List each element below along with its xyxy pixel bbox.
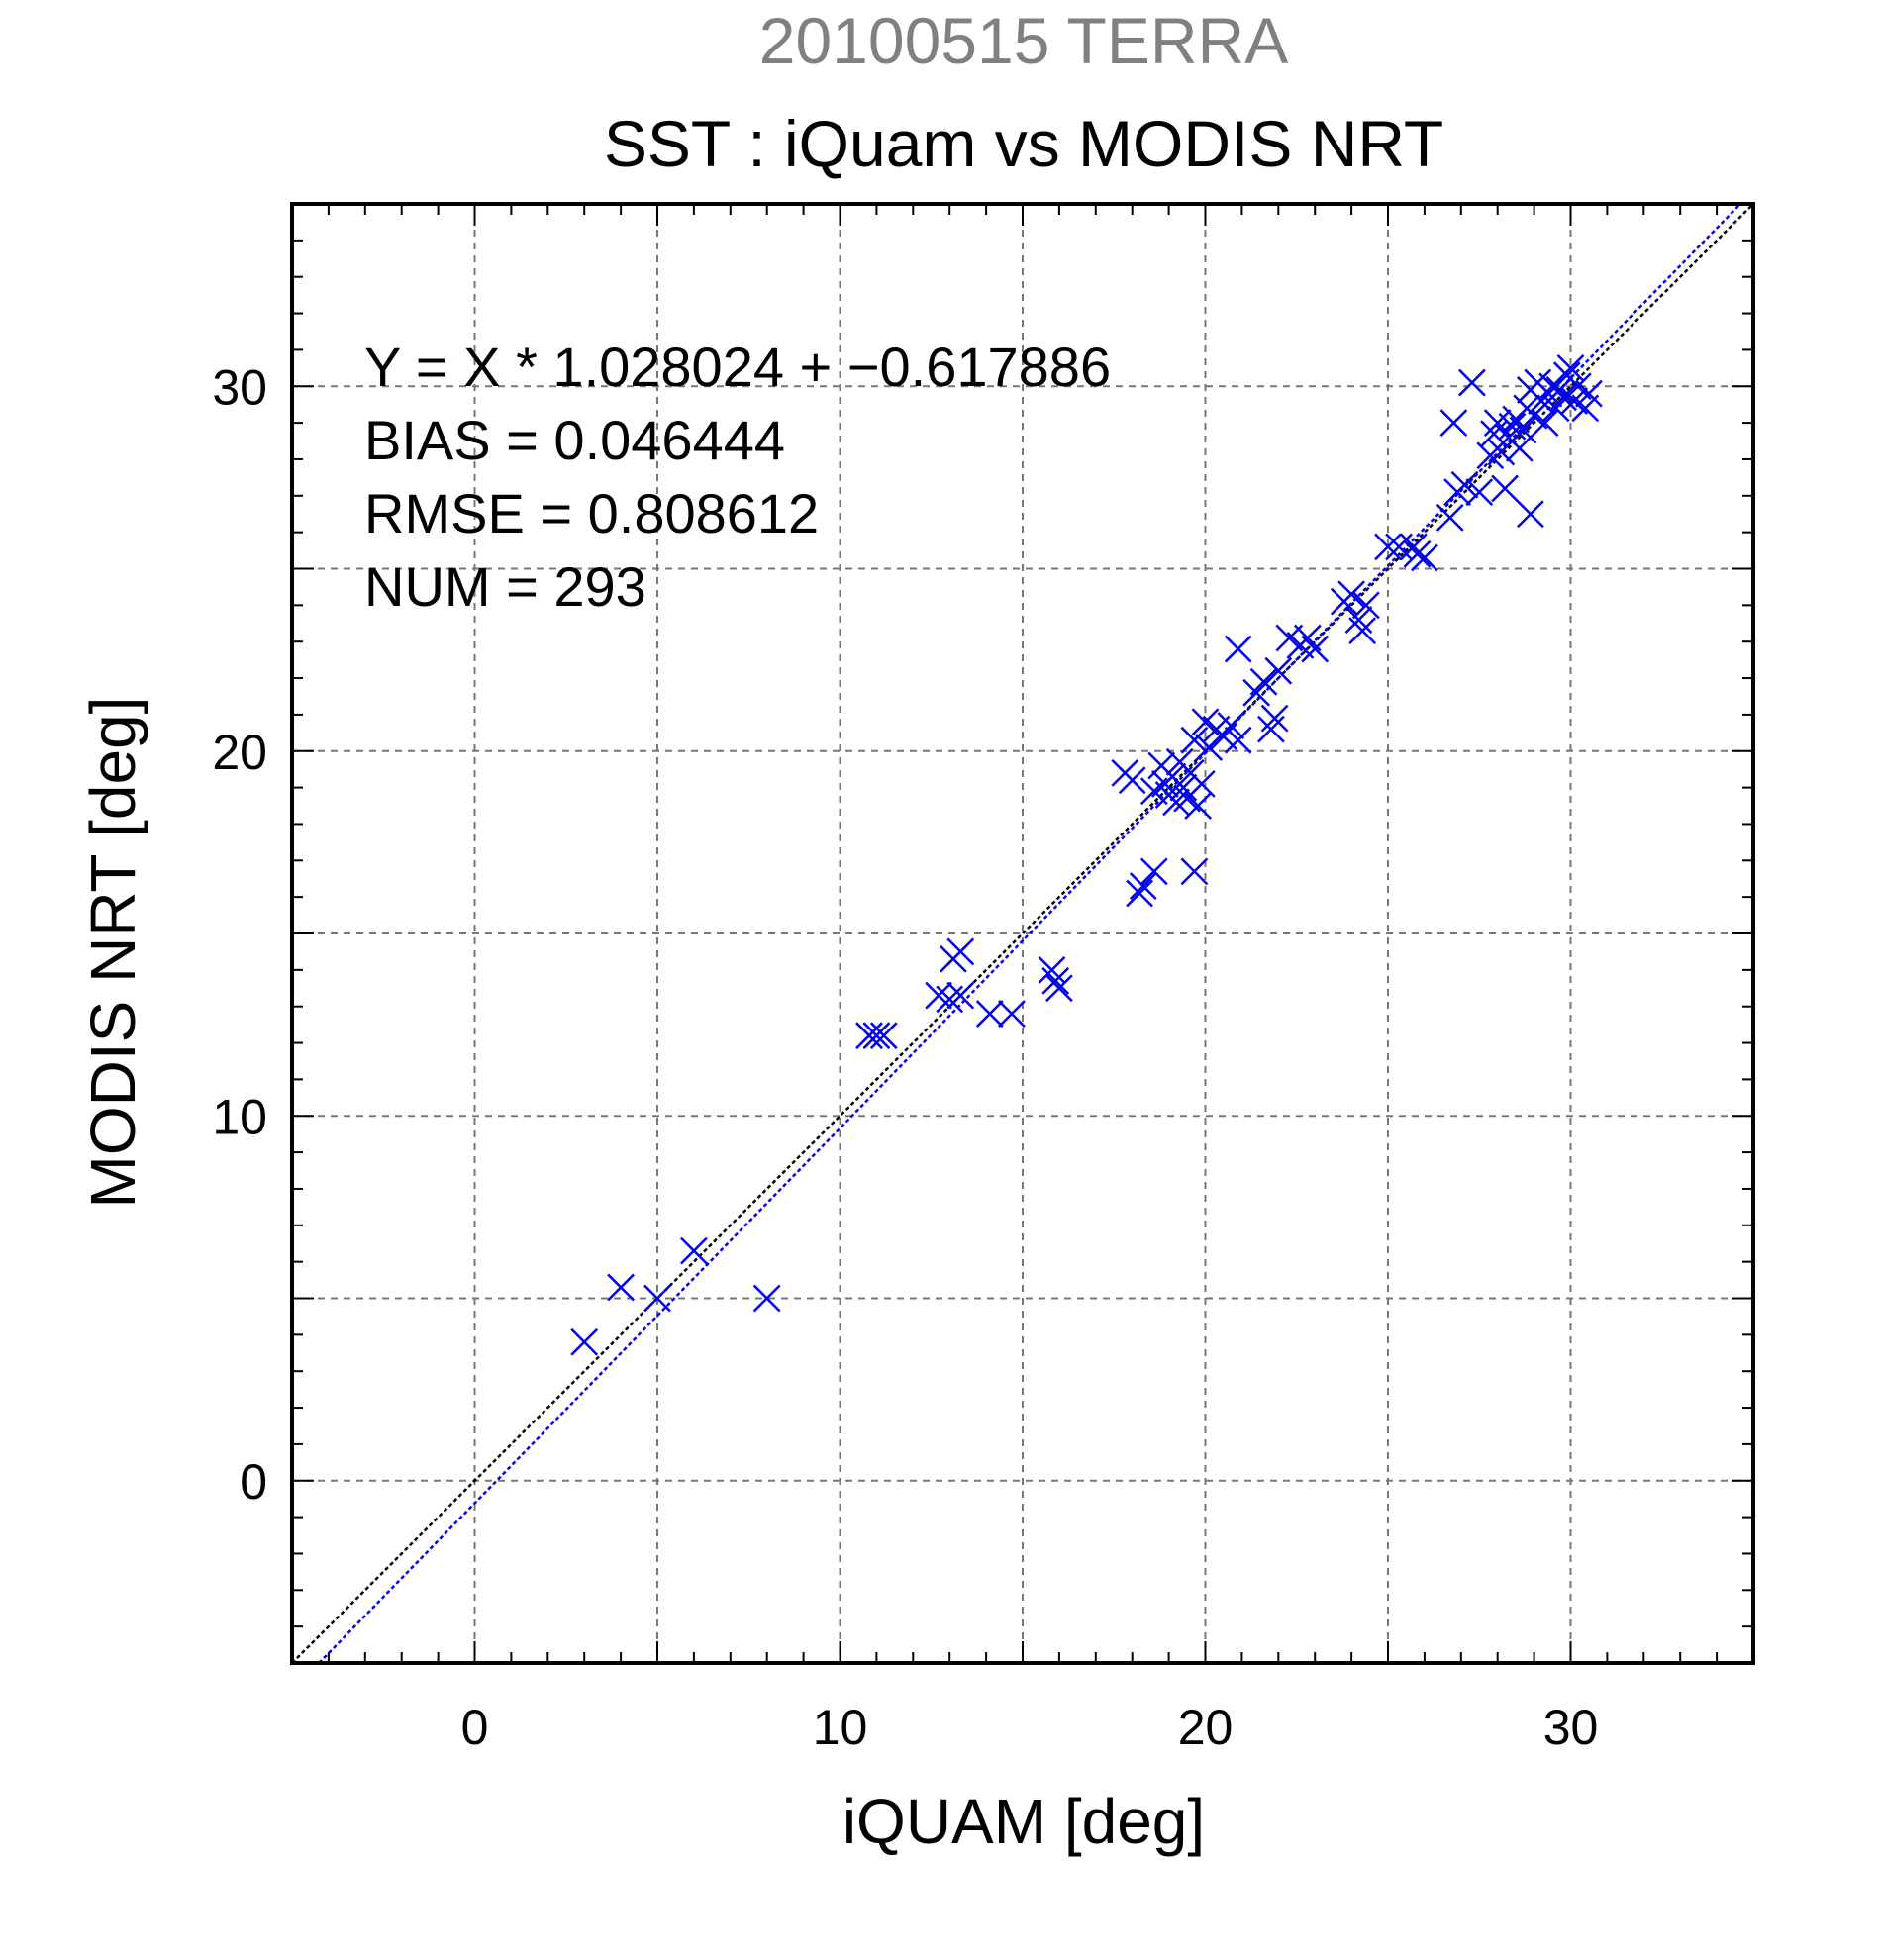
data-point [1545,376,1574,404]
y-axis-label: MODIS NRT [deg] [77,697,148,1209]
grid [292,204,1753,1663]
data-point [998,1000,1026,1028]
data-point [1411,543,1438,572]
data-point [1351,591,1380,620]
chart-title: SST : iQuam vs MODIS NRT [604,107,1443,180]
data-point [1498,412,1527,441]
x-tick-label: 30 [1543,1700,1599,1755]
data-point [1465,478,1494,506]
data-point [869,1022,898,1050]
data-point [1195,734,1224,761]
chart-subtitle: 20100515 TERRA [759,4,1288,77]
x-axis-label: iQUAM [deg] [842,1786,1205,1857]
regression-lines [291,203,1754,1664]
data-point [570,1327,599,1356]
data-point [1556,353,1585,382]
plot-frame [290,202,1755,1665]
bias-value: BIAS = 0.046444 [364,409,785,471]
data-point [1505,435,1534,462]
data-point [1041,967,1070,995]
data-point [1457,368,1486,397]
data-point [1217,712,1245,739]
y-tick-label: 10 [212,1089,267,1144]
data-point [1038,955,1066,984]
data-point [1301,635,1330,663]
fit-equation: Y = X * 1.028024 + −0.617886 [364,336,1111,398]
x-tick-label: 20 [1178,1700,1234,1755]
data-point [1374,533,1402,561]
data-point [1439,409,1468,437]
data-point [975,1000,1004,1028]
data-points [570,353,1603,1356]
data-point [1491,474,1519,503]
data-point [1187,770,1216,798]
x-tick-labels: 0 10 20 30 [461,1700,1599,1755]
data-point [1139,857,1168,886]
data-point [1249,667,1278,696]
rmse-value: RMSE = 0.808612 [364,482,819,544]
data-point [680,1236,708,1265]
data-point [1180,857,1209,886]
data-point [1348,617,1377,645]
data-point [1169,773,1198,802]
data-point [1224,635,1252,663]
data-point [1180,726,1209,754]
data-point [1126,879,1153,908]
data-point [1118,766,1146,795]
data-point [1575,379,1603,408]
data-point [1260,704,1289,733]
data-point [1257,715,1285,743]
num-value: NUM = 293 [364,555,646,618]
data-point [1344,606,1373,634]
data-point [1337,580,1365,609]
data-point [607,1273,635,1302]
data-point [752,1284,781,1313]
data-point [1224,726,1252,754]
data-point [1517,500,1544,529]
data-point [936,985,964,1014]
y-tick-labels: 0 10 20 30 [212,359,267,1510]
data-point [1385,533,1413,561]
data-point [644,1284,671,1313]
x-tick-label: 10 [813,1700,868,1755]
x-tick-label: 0 [461,1700,489,1755]
data-point [946,981,975,1010]
y-tick-label: 20 [212,725,267,780]
data-point [925,981,953,1010]
data-point [1450,470,1479,499]
y-tick-label: 30 [212,359,267,415]
data-point [1487,438,1516,466]
data-point [862,1022,891,1050]
data-point [1436,504,1464,532]
data-point [855,1022,883,1050]
identity-line [291,203,1754,1664]
data-point [1264,656,1293,685]
y-tick-label: 0 [240,1454,267,1510]
data-point [1045,974,1073,1003]
data-point [946,937,975,966]
data-point [1531,409,1559,437]
data-point [1129,872,1157,900]
data-point [1403,539,1432,568]
